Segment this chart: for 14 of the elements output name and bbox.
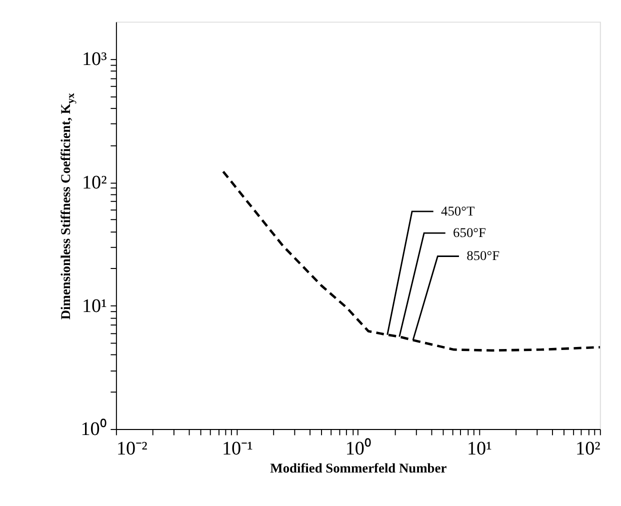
annotation: 850°F <box>466 248 500 264</box>
y-axis-title: Dimensionless Stiffness Coefficient, Kyx <box>58 92 77 320</box>
x-tick-label: 10⁰ <box>345 437 372 460</box>
x-tick-label: 10² <box>575 438 601 460</box>
y-tick-label: 10⁰ <box>80 418 107 440</box>
x-tick-label: 10⁻² <box>116 438 148 460</box>
y-tick-label: 10¹ <box>82 296 108 317</box>
annotation: 650°F <box>453 224 486 240</box>
x-tick-label: 10⁻¹ <box>222 438 254 460</box>
x-axis-title: Modified Sommerfeld Number <box>270 460 447 476</box>
y-tick-label: 10² <box>82 172 108 194</box>
x-tick-label: 10¹ <box>466 438 492 460</box>
y-tick-label: 10³ <box>82 49 108 70</box>
annotation: 450°T <box>441 203 475 218</box>
